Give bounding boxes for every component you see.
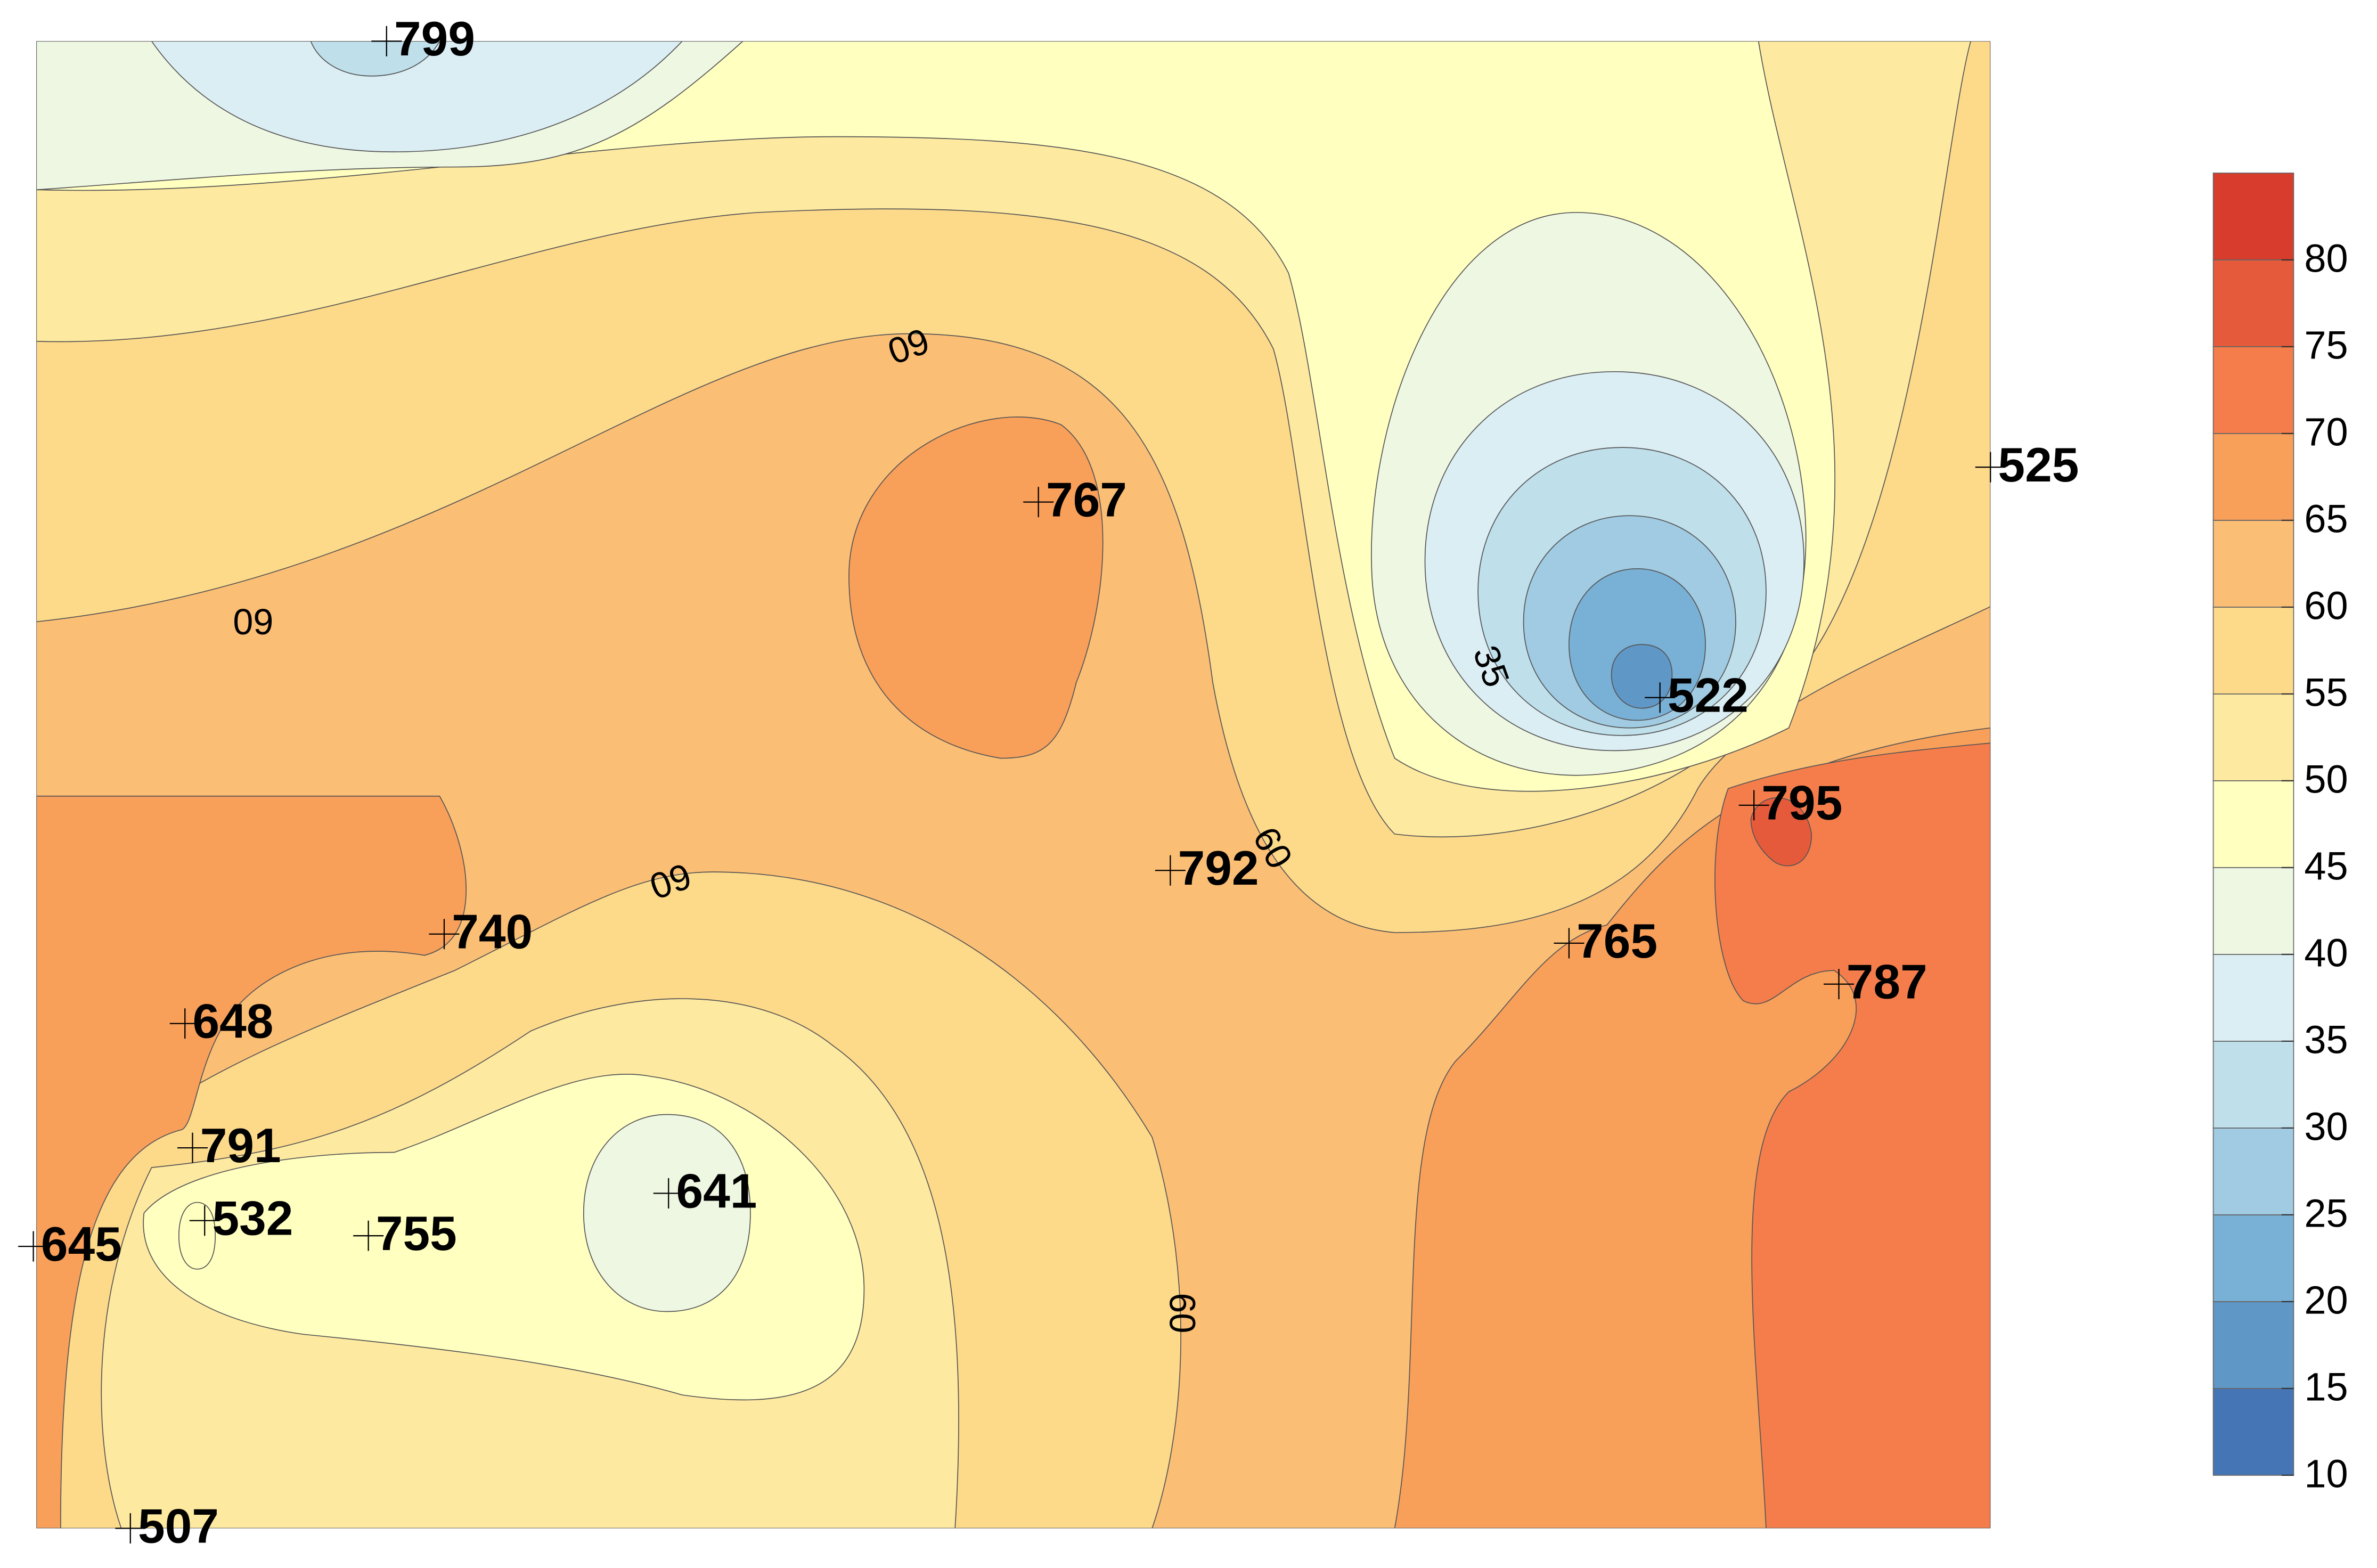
station-label: 791 <box>200 1119 281 1173</box>
colorbar-band <box>2212 1041 2294 1129</box>
station-label: 767 <box>1046 473 1127 527</box>
colorbar-band <box>2212 1214 2294 1302</box>
station-marker <box>1975 452 2006 483</box>
colorbar-tick-label: 60 <box>2304 583 2348 627</box>
colorbar-tick-label: 15 <box>2304 1365 2348 1409</box>
contour-region <box>178 1202 216 1270</box>
colorbar-tick-label: 35 <box>2304 1017 2348 1061</box>
station-marker <box>115 1513 146 1544</box>
colorbar-band <box>2212 520 2294 608</box>
station-label: 525 <box>1998 438 2079 492</box>
station-marker <box>1738 790 1769 821</box>
station-marker <box>1554 928 1584 959</box>
colorbar-tick-label: 65 <box>2304 496 2348 541</box>
station-label: 792 <box>1178 842 1259 895</box>
colorbar-band <box>2212 259 2294 347</box>
colorbar-band <box>2212 1128 2294 1215</box>
contour-region <box>310 41 440 77</box>
station-marker <box>353 1220 384 1251</box>
colorbar-tick-label: 45 <box>2304 844 2348 888</box>
station-label: 507 <box>138 1499 219 1553</box>
station-label: 799 <box>394 12 475 66</box>
colorbar-band <box>2212 867 2294 955</box>
colorbar-tick-label: 20 <box>2304 1278 2348 1322</box>
station-label: 648 <box>192 995 273 1049</box>
colorbar-band <box>2212 954 2294 1042</box>
station-label: 787 <box>1847 956 1927 1009</box>
colorbar-band <box>2212 607 2294 695</box>
colorbar-tick-label: 55 <box>2304 670 2348 714</box>
station-label: 641 <box>676 1164 757 1218</box>
station-marker <box>1645 682 1676 713</box>
contour-map <box>36 41 1991 1529</box>
colorbar-band <box>2212 433 2294 521</box>
station-marker <box>18 1231 49 1262</box>
colorbar-tick-label: 10 <box>2304 1451 2348 1496</box>
contour-region <box>1611 644 1673 709</box>
contour-region <box>1750 797 1812 867</box>
colorbar-tick-label: 50 <box>2304 757 2348 801</box>
station-marker <box>1023 487 1054 518</box>
station-marker <box>1155 855 1186 886</box>
contour-region <box>36 795 467 1529</box>
colorbar-tick-label: 25 <box>2304 1191 2348 1235</box>
colorbar-tick-label: 30 <box>2304 1104 2348 1148</box>
colorbar-band <box>2212 173 2294 260</box>
station-marker <box>371 26 402 56</box>
contour-region <box>151 41 683 152</box>
contour-label: 09 <box>233 602 273 642</box>
colorbar-tick-label: 40 <box>2304 930 2348 975</box>
station-label: 795 <box>1761 777 1842 830</box>
station-label: 740 <box>452 905 533 959</box>
station-marker <box>169 1008 200 1039</box>
station-label: 532 <box>212 1192 293 1246</box>
contour-region <box>583 1114 751 1312</box>
station-marker <box>189 1205 220 1236</box>
station-marker <box>1824 969 1855 1000</box>
station-marker <box>429 919 460 950</box>
colorbar-band <box>2212 1301 2294 1389</box>
contour-region <box>1714 742 1991 1529</box>
contour-label: 60 <box>1162 1293 1202 1333</box>
colorbar-tick-label: 75 <box>2304 323 2348 367</box>
colorbar-band <box>2212 693 2294 781</box>
colorbar-band <box>2212 780 2294 868</box>
colorbar-band <box>2212 1388 2294 1476</box>
station-marker <box>177 1132 208 1163</box>
station-label: 522 <box>1668 669 1749 723</box>
colorbar-band <box>2212 346 2294 434</box>
station-label: 765 <box>1577 914 1657 968</box>
colorbar-tick-label: 80 <box>2304 236 2348 280</box>
station-label: 645 <box>41 1218 122 1271</box>
station-marker <box>653 1178 684 1208</box>
station-label: 755 <box>376 1207 457 1261</box>
colorbar-tick-label: 70 <box>2304 410 2348 454</box>
colorbar: 10 15 20 25 30 35 40 45 50 55 60 65 70 75 80 <box>2212 173 2348 1496</box>
